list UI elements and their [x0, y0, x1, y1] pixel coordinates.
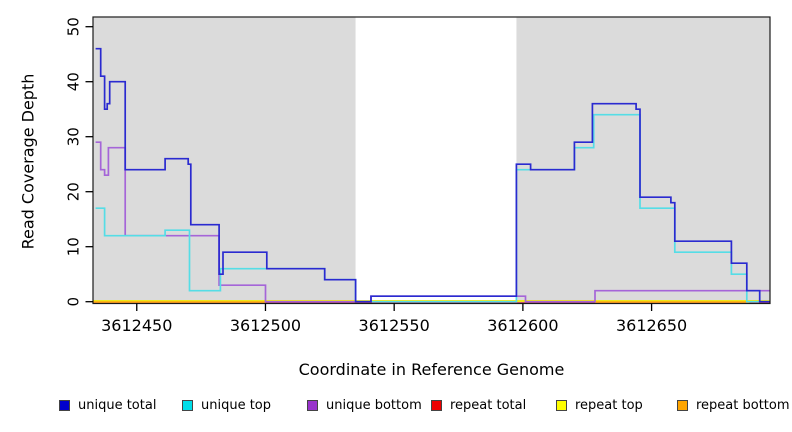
legend-label: repeat bottom [696, 398, 790, 413]
repeat-bottom-swatch-icon [677, 400, 688, 411]
unique-bottom-swatch-icon [307, 400, 318, 411]
y-tick-label: 40 [65, 72, 83, 91]
legend-label: unique total [78, 398, 157, 413]
unique-top-swatch-icon [182, 400, 193, 411]
y-tick-label: 50 [65, 17, 83, 36]
y-axis-title: Read Coverage Depth [18, 73, 38, 250]
x-tick-label: 3612600 [487, 316, 558, 335]
x-tick-label: 3612450 [101, 316, 172, 335]
y-tick-label: 0 [65, 297, 83, 307]
legend-item-unique-total: unique total [59, 398, 156, 413]
unique-total-swatch-icon [59, 400, 70, 411]
chart-plot-area: 0 10 20 30 40 50 3612450 3612500 3612550 3612600 3… [65, 16, 771, 335]
x-axis-title: Coordinate in Reference Genome [298, 360, 565, 379]
legend: unique total unique top unique bottom re… [0, 398, 792, 420]
legend-label: unique top [201, 398, 272, 413]
x-tick-label: 3612500 [230, 316, 301, 335]
legend-item-repeat-total: repeat total [431, 398, 526, 413]
x-tick-label: 3612550 [359, 316, 430, 335]
legend-label: repeat total [450, 398, 527, 413]
y-tick-label: 10 [65, 237, 83, 256]
legend-item-repeat-top: repeat top [556, 398, 643, 413]
legend-label: unique bottom [326, 398, 422, 413]
y-tick-label: 30 [65, 127, 83, 146]
legend-item-unique-top: unique top [182, 398, 271, 413]
y-tick-label: 20 [65, 182, 83, 201]
legend-item-repeat-bottom: repeat bottom [677, 398, 790, 413]
repeat-total-swatch-icon [431, 400, 442, 411]
x-tick-label: 3612650 [616, 316, 687, 335]
repeat-top-swatch-icon [556, 400, 567, 411]
legend-label: repeat top [575, 398, 643, 413]
legend-item-unique-bottom: unique bottom [307, 398, 422, 413]
